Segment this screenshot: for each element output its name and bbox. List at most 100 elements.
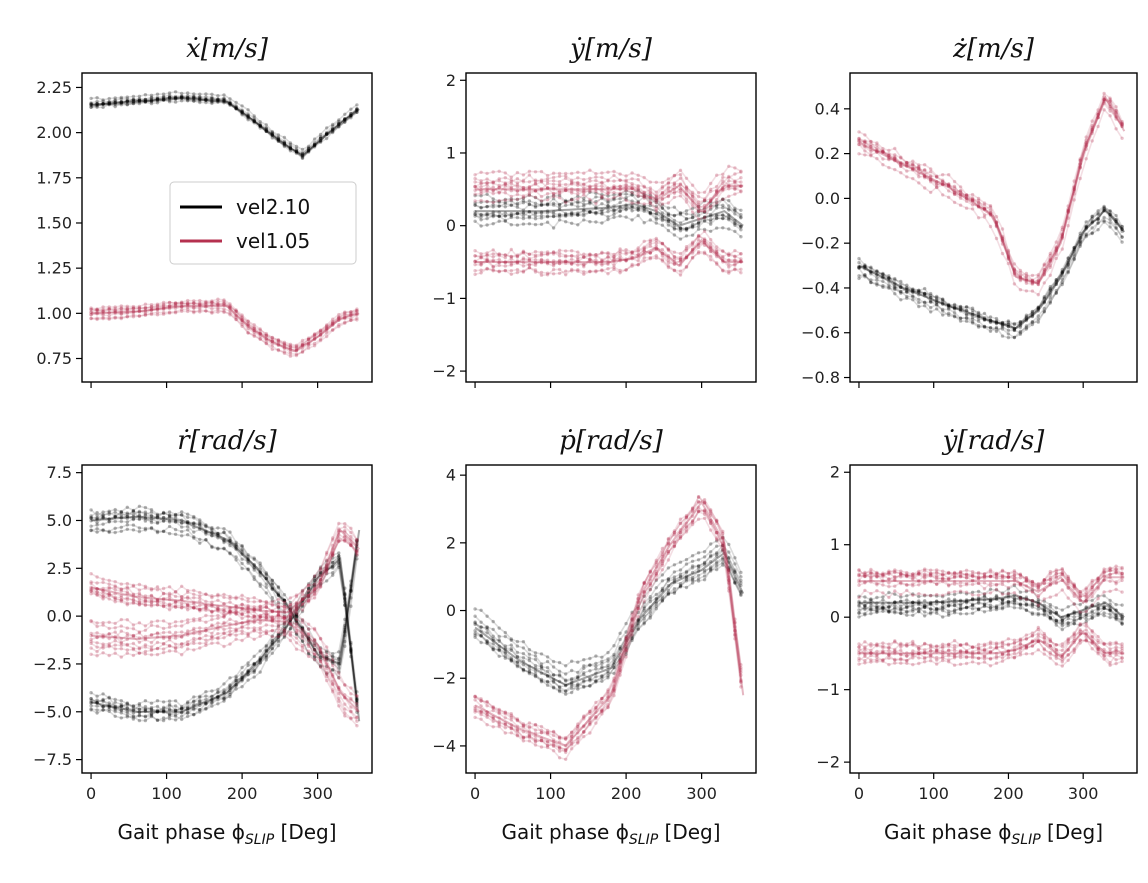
- sample-point: [240, 625, 244, 629]
- sample-point: [721, 254, 725, 259]
- sample-point: [648, 244, 652, 248]
- sample-point: [198, 304, 202, 308]
- sample-point: [964, 312, 969, 316]
- sample-point: [911, 167, 915, 171]
- sample-point: [976, 204, 981, 208]
- sample-point: [143, 519, 148, 523]
- sample-point: [349, 534, 353, 539]
- sample-point: [941, 178, 945, 182]
- sample-point: [503, 211, 507, 215]
- sample-point: [624, 184, 628, 188]
- sample-point: [222, 692, 226, 696]
- sample-point: [1054, 282, 1059, 286]
- sample-point: [491, 258, 495, 262]
- sample-point: [107, 101, 111, 106]
- sample-point: [929, 310, 933, 314]
- sample-point: [515, 255, 520, 259]
- sample-point: [739, 208, 743, 212]
- sample-point: [349, 526, 353, 530]
- sample-point: [325, 126, 329, 130]
- sample-point: [204, 538, 208, 542]
- sample-point: [246, 614, 250, 618]
- sample-point: [89, 581, 93, 586]
- sample-point: [551, 673, 556, 677]
- sample-point: [246, 609, 250, 613]
- sample-point: [1030, 320, 1035, 324]
- sample-point: [964, 308, 969, 313]
- sample-point: [325, 657, 329, 661]
- sample-point: [119, 97, 124, 101]
- sample-point: [1078, 162, 1082, 166]
- sample-point: [107, 517, 111, 521]
- sample-point: [337, 551, 341, 555]
- sample-point: [1108, 209, 1112, 213]
- sample-point: [1000, 227, 1005, 231]
- sample-point: [131, 94, 136, 99]
- sample-point: [173, 516, 178, 520]
- sample-point: [186, 714, 190, 719]
- sample-point: [917, 289, 921, 294]
- sample-point: [570, 690, 574, 695]
- sample-point: [947, 173, 951, 177]
- sample-point: [270, 342, 274, 346]
- sample-point: [264, 613, 268, 617]
- sample-point: [905, 294, 909, 299]
- sample-point: [624, 258, 628, 262]
- sample-point: [186, 301, 190, 305]
- sample-point: [515, 185, 520, 189]
- sample-point: [539, 250, 544, 255]
- sample-point: [1012, 335, 1017, 340]
- sample-point: [337, 656, 341, 660]
- sample-point: [869, 280, 873, 284]
- sample-point: [198, 599, 202, 603]
- sample-point: [331, 571, 335, 575]
- sample-point: [167, 625, 172, 629]
- sample-point: [1060, 235, 1065, 239]
- sample-point: [89, 589, 93, 593]
- sample-point: [923, 286, 927, 291]
- sample-point: [192, 706, 196, 710]
- sample-point: [485, 177, 489, 181]
- sample-point: [1006, 322, 1011, 326]
- sample-point: [952, 303, 957, 308]
- sample-point: [95, 701, 99, 705]
- sample-point: [204, 300, 208, 305]
- sample-point: [161, 98, 166, 102]
- sample-point: [192, 514, 196, 519]
- sample-point: [282, 619, 287, 623]
- sample-point: [125, 99, 129, 103]
- sample-point: [739, 184, 743, 188]
- sample-point: [276, 635, 281, 639]
- sample-point: [1036, 274, 1041, 279]
- sample-point: [630, 186, 634, 191]
- sample-point: [1096, 108, 1100, 112]
- sample-point: [1066, 210, 1070, 214]
- sample-point: [276, 612, 281, 617]
- sample-point: [1078, 236, 1082, 240]
- sample-point: [964, 206, 969, 210]
- series-vel1.05-2: [89, 521, 360, 622]
- sample-point: [690, 251, 695, 255]
- sample-point: [636, 187, 640, 191]
- sample-point: [715, 197, 719, 202]
- sample-point: [509, 254, 513, 259]
- sample-point: [1012, 268, 1017, 273]
- sample-point: [306, 598, 311, 603]
- sample-point: [204, 302, 208, 307]
- sample-point: [715, 173, 719, 177]
- sample-point: [149, 305, 154, 309]
- sample-point: [1084, 232, 1088, 236]
- sample-point: [1006, 320, 1011, 324]
- sample-point: [149, 705, 154, 710]
- sample-point: [952, 184, 957, 188]
- sample-point: [696, 200, 701, 204]
- sample-point: [113, 596, 117, 601]
- sample-point: [198, 596, 202, 600]
- sample-point: [270, 337, 274, 342]
- sample-point: [216, 594, 220, 598]
- sample-point: [234, 683, 238, 687]
- sample-point: [222, 98, 226, 103]
- sample-point: [684, 227, 689, 231]
- sample-point: [186, 605, 190, 609]
- sample-point: [180, 94, 184, 98]
